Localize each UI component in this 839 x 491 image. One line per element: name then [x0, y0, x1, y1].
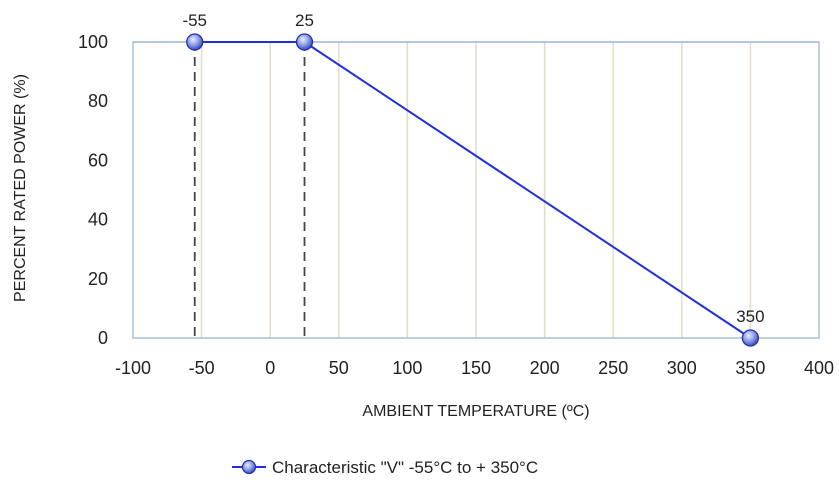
legend: Characteristic "V" -55°C to + 350°C [232, 458, 538, 477]
x-tick-label: -50 [189, 358, 215, 378]
data-point-label: 25 [295, 11, 314, 30]
data-point-marker [295, 33, 314, 51]
data-point-label: 350 [736, 307, 764, 326]
x-tick-label: 300 [667, 358, 697, 378]
data-point-marker [741, 329, 760, 347]
y-tick-label: 100 [78, 32, 108, 52]
x-tick-label: 50 [329, 358, 349, 378]
x-tick-label: 150 [461, 358, 491, 378]
x-tick-label: 0 [265, 358, 275, 378]
y-axis-title: PERCENT RATED POWER (%) [12, 74, 29, 302]
legend-marker-swatch [241, 459, 257, 475]
x-tick-label: 400 [804, 358, 834, 378]
data-point-label: -55 [182, 11, 207, 30]
x-tick-label: 250 [598, 358, 628, 378]
y-tick-label: 40 [88, 210, 108, 230]
x-tick-label: 200 [530, 358, 560, 378]
x-tick-label: 350 [735, 358, 765, 378]
reference-lines [193, 42, 306, 338]
y-tick-label: 60 [88, 150, 108, 170]
x-axis-title: AMBIENT TEMPERATURE (ºC) [362, 403, 589, 420]
plot-area-border [132, 41, 820, 339]
data-point-marker [186, 33, 204, 51]
x-axis-tick-labels: -100 -50 0 50 100 150 200 250 300 350 400 [115, 358, 834, 378]
y-tick-label: 20 [88, 269, 108, 289]
y-axis-tick-labels: 0 20 40 60 80 100 [78, 32, 108, 348]
y-tick-label: 0 [98, 328, 108, 348]
data-markers [186, 33, 760, 347]
legend-entry-label: Characteristic "V" -55°C to + 350°C [272, 458, 538, 477]
data-labels: -55 25 350 [182, 11, 764, 326]
y-tick-label: 80 [88, 91, 108, 111]
x-tick-label: 100 [392, 358, 422, 378]
x-tick-label: -100 [115, 358, 151, 378]
